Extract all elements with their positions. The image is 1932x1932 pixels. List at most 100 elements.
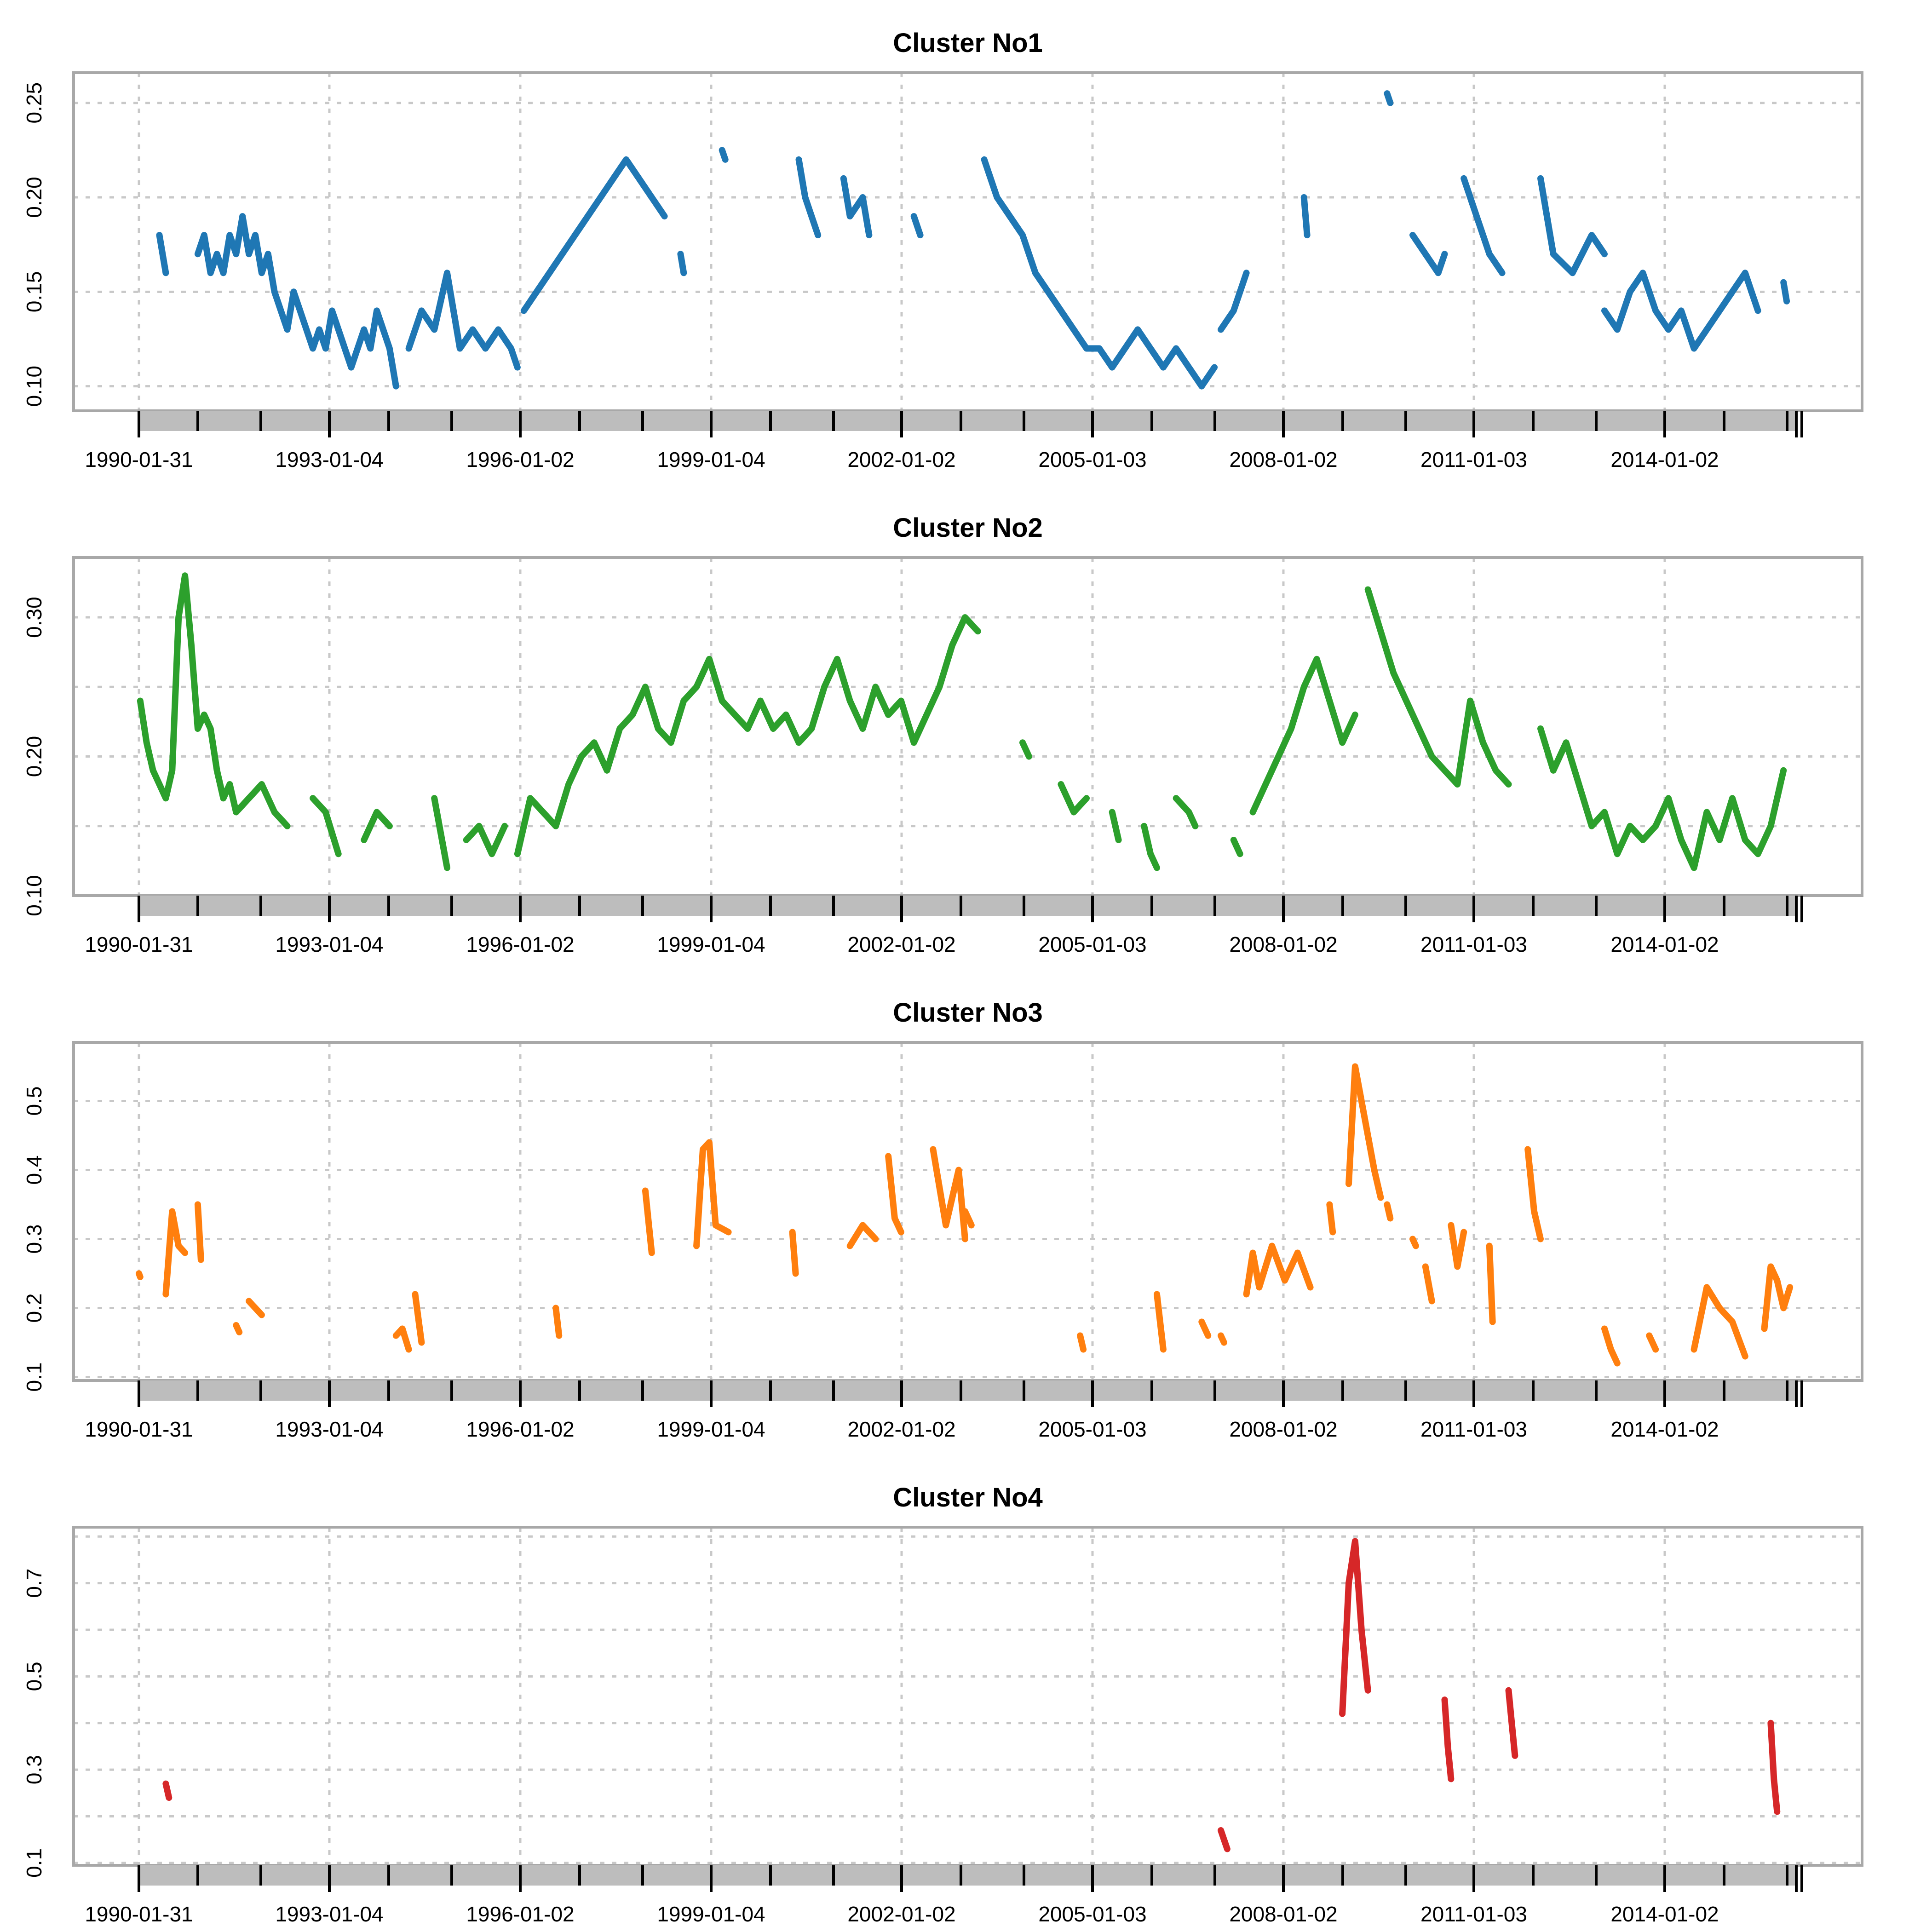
x-tick-label: 2005-01-03: [1038, 1902, 1146, 1926]
series-segment: [194, 1201, 204, 1263]
panel-title: Cluster No1: [893, 28, 1043, 58]
series-segment: [1646, 1332, 1659, 1353]
series-segment: [846, 1222, 879, 1249]
series-segment: [156, 232, 169, 276]
x-tick-label: 1999-01-04: [657, 932, 765, 956]
series-segment: [1601, 270, 1761, 352]
y-tick-label: 0.4: [22, 1156, 46, 1185]
x-tick-label: 2005-01-03: [1038, 448, 1146, 472]
x-tick-label: 2011-01-03: [1420, 932, 1527, 956]
series-segment: [1384, 90, 1394, 106]
series-segment: [961, 1208, 975, 1229]
y-tick-label: 0.2: [22, 1294, 46, 1323]
series-segment: [840, 175, 873, 239]
series-segment: [1524, 1146, 1544, 1242]
x-tick-label: 2005-01-03: [1038, 932, 1146, 956]
series-segment: [1173, 795, 1199, 829]
series-segment: [194, 213, 399, 390]
series-segment: [1326, 1201, 1336, 1236]
y-tick-label: 0.25: [22, 82, 46, 124]
series-segment: [137, 572, 291, 829]
x-tick-label: 1990-01-31: [85, 932, 193, 956]
series-segment: [552, 1305, 563, 1339]
y-tick-label: 0.1: [22, 1848, 46, 1878]
series-segment: [1537, 175, 1608, 276]
y-tick-label: 0.7: [22, 1569, 46, 1598]
x-tick-label: 2002-01-02: [847, 932, 955, 956]
series-segment: [1537, 725, 1787, 871]
series-segment: [1249, 656, 1358, 816]
x-tick-label: 1993-01-04: [275, 1902, 383, 1926]
series-segment: [789, 1229, 799, 1277]
x-tick-label: 1996-01-02: [466, 1417, 574, 1441]
series-segment: [1780, 279, 1790, 305]
series-segment: [1109, 809, 1122, 843]
series-segment: [795, 156, 822, 239]
x-tick-label: 1996-01-02: [466, 448, 574, 472]
series-segment: [162, 1780, 172, 1801]
series-segment: [1154, 1291, 1167, 1353]
x-tick-label: 2008-01-02: [1229, 1417, 1337, 1441]
x-tick-label: 2008-01-02: [1229, 1902, 1337, 1926]
series-segment: [1230, 837, 1243, 857]
plot-frame: [72, 1526, 1863, 1867]
x-tick-label: 1993-01-04: [275, 1417, 383, 1441]
series-segment: [520, 156, 668, 314]
series-segment: [162, 1208, 189, 1298]
x-tick-label: 2011-01-03: [1420, 1417, 1527, 1441]
x-tick-label: 1999-01-04: [657, 448, 765, 472]
y-tick-label: 0.3: [22, 1225, 46, 1254]
series-segment: [1761, 1263, 1794, 1332]
x-axis-band: [139, 1380, 1796, 1401]
panel-1: Cluster No1 0.10 0.15 0.20 0.25 1990-01-31 199…: [22, 28, 1863, 472]
panel-2: Cluster No2 0.10 0.20 0.30 1990-01-31 1993-01…: [22, 513, 1863, 956]
series-segment: [1339, 1538, 1371, 1717]
series-segment: [885, 1153, 904, 1236]
series-segment: [392, 1325, 412, 1353]
series-segment: [246, 1298, 265, 1318]
y-tick-label: 0.15: [22, 271, 46, 313]
series-segment: [310, 795, 342, 857]
x-tick-label: 2008-01-02: [1229, 448, 1337, 472]
panel-3: Cluster No3 0.1 0.2 0.3 0.4 0.5 1990-01-31 1993…: [22, 998, 1863, 1441]
x-tick-label: 2002-01-02: [847, 1417, 955, 1441]
series-segment: [1300, 194, 1311, 239]
x-tick-label: 2014-01-02: [1610, 1902, 1719, 1926]
y-tick-label: 0.5: [22, 1662, 46, 1691]
x-axis-band: [139, 1865, 1796, 1886]
y-tick-label: 0.3: [22, 1755, 46, 1784]
y-tick-label: 0.20: [22, 177, 46, 218]
series-segment: [693, 1139, 732, 1249]
panel-title: Cluster No4: [893, 1483, 1043, 1512]
series-segment: [1141, 822, 1160, 871]
x-tick-label: 2011-01-03: [1420, 1902, 1527, 1926]
x-tick-label: 2014-01-02: [1610, 448, 1719, 472]
series-segment: [1243, 1242, 1314, 1298]
series-segment: [233, 1322, 243, 1335]
x-tick-label: 1990-01-31: [85, 1902, 193, 1926]
series-segment: [677, 251, 687, 276]
series-segment: [1601, 1325, 1621, 1367]
x-tick-label: 2014-01-02: [1610, 932, 1719, 956]
plot-frame: [72, 556, 1863, 897]
series-segment: [1198, 1318, 1212, 1339]
series-segment: [1486, 1242, 1496, 1325]
x-tick-label: 2005-01-03: [1038, 1417, 1146, 1441]
series-segment: [1505, 1687, 1518, 1759]
series-segment: [1690, 1284, 1748, 1360]
x-tick-label: 1990-01-31: [85, 448, 193, 472]
series-segment: [1448, 1222, 1467, 1270]
series-segment: [1409, 232, 1448, 276]
panel-4: Cluster No4 0.1 0.3 0.5 0.7 1990-01-31 1993-01…: [22, 1483, 1863, 1926]
series-segment: [412, 1291, 425, 1346]
x-tick-label: 1999-01-04: [657, 1902, 765, 1926]
series-segment: [1019, 739, 1032, 760]
series-segment: [1409, 1236, 1419, 1249]
series-segment: [1218, 1332, 1227, 1346]
x-axis-band: [139, 411, 1796, 431]
x-tick-label: 1993-01-04: [275, 448, 383, 472]
y-tick-label: 0.20: [22, 736, 46, 777]
x-tick-label: 2002-01-02: [847, 1902, 955, 1926]
series-segment: [642, 1187, 655, 1256]
